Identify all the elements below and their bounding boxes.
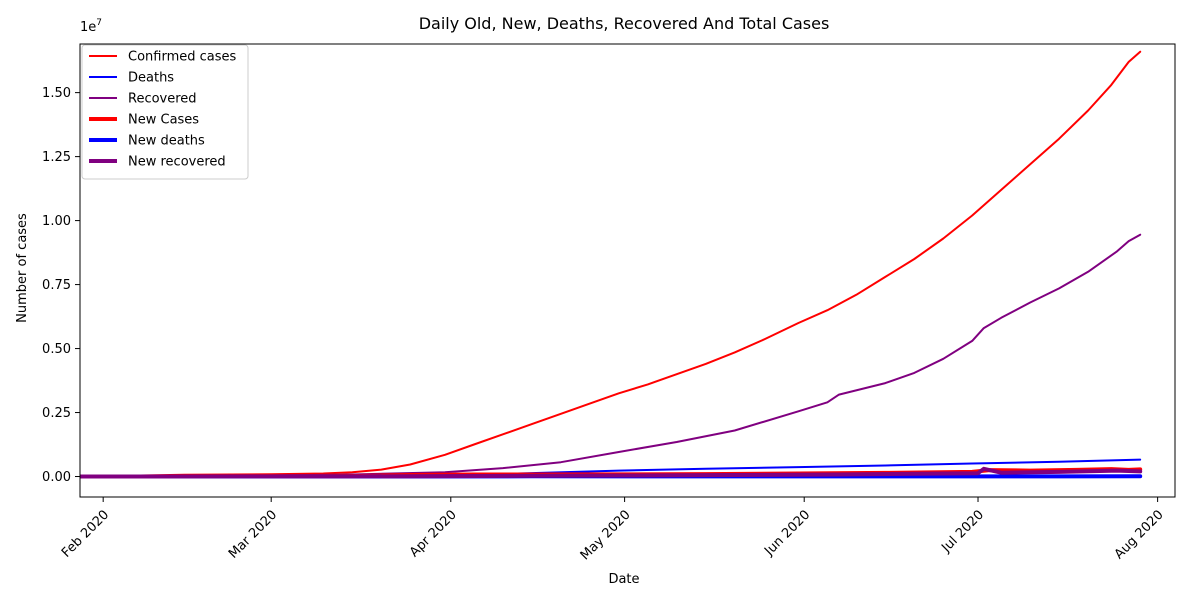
legend-label: Deaths [128, 71, 174, 86]
x-tick-label: Aug 2020 [1112, 507, 1167, 562]
y-axis-offset-mantissa: 1e [80, 20, 96, 35]
legend: Confirmed cases Deaths Recovered New Cases N… [82, 45, 248, 179]
legend-label: Recovered [128, 92, 197, 107]
x-tick-label: May 2020 [578, 507, 634, 563]
y-tick-label: 1.50 [42, 86, 71, 101]
y-tick-label: 1.00 [42, 214, 71, 229]
y-tick-label: 0.75 [42, 278, 71, 293]
y-axis-label: Number of cases [15, 213, 30, 323]
y-tick-label: 0.50 [42, 342, 71, 357]
y-tick-label: 0.25 [42, 406, 71, 421]
y-axis-offset-label: 1e7 [80, 18, 102, 35]
y-axis-offset-exponent: 7 [96, 18, 102, 28]
y-tick-label: 1.25 [42, 150, 71, 165]
x-axis-label: Date [608, 572, 639, 587]
y-axis: 0.00 0.25 0.50 0.75 1.00 1.25 1.50 [42, 86, 80, 485]
x-tick-label: Jun 2020 [761, 507, 813, 559]
legend-label: Confirmed cases [128, 50, 237, 65]
x-tick-label: Apr 2020 [407, 507, 460, 560]
chart-title: Daily Old, New, Deaths, Recovered And To… [419, 14, 830, 33]
legend-label: New deaths [128, 134, 205, 149]
legend-label: New Cases [128, 113, 199, 128]
series-line-recovered [45, 235, 1140, 477]
x-axis: Feb 2020 Mar 2020 Apr 2020 May 2020 Jun 2020… [59, 497, 1167, 563]
x-tick-label: Mar 2020 [226, 507, 280, 561]
x-tick-label: Jul 2020 [938, 507, 987, 556]
x-tick-label: Feb 2020 [59, 507, 112, 560]
y-tick-label: 0.00 [42, 470, 71, 485]
legend-label: New recovered [128, 155, 226, 170]
